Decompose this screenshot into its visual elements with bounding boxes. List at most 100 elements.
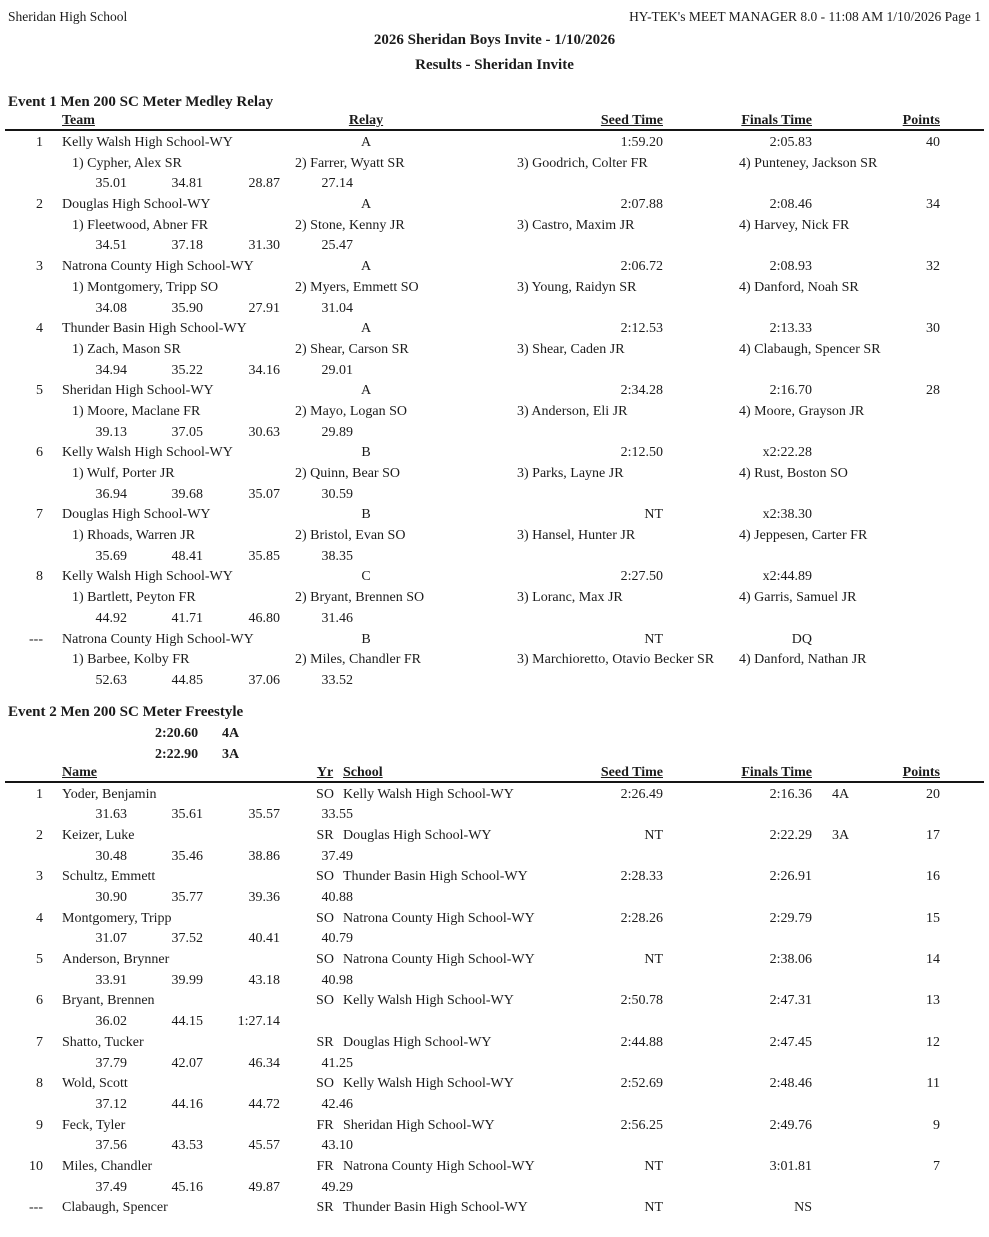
swimmer-3: 3) Young, Raidyn SR xyxy=(517,279,637,295)
team-cell: Natrona County High School-WY xyxy=(62,259,254,275)
swimmer-4: 4) Harvey, Nick FR xyxy=(739,217,850,233)
split-1: 34.94 xyxy=(95,362,128,378)
individual-splits-line: 37.79 42.07 46.34 41.25 xyxy=(0,1054,989,1075)
relay-swimmers-line: 1) Bartlett, Peyton FR 2) Bryant, Brenne… xyxy=(0,588,989,609)
points-cell: 12 xyxy=(926,1034,940,1050)
col-header-finals-time: Finals Time xyxy=(741,113,812,128)
swimmer-name-cell: Clabaugh, Spencer xyxy=(62,1200,168,1216)
split-4: 41.25 xyxy=(321,1055,354,1071)
swimmer-3: 3) Anderson, Eli JR xyxy=(517,403,628,419)
relay-swimmers-line: 1) Cypher, Alex SR 2) Farrer, Wyatt SR 3… xyxy=(0,154,989,175)
year-cell: SO xyxy=(316,952,334,968)
swimmer-4: 4) Rust, Boston SO xyxy=(739,466,848,481)
individual-result-entry: 10 Miles, Chandler FR Natrona County Hig… xyxy=(0,1157,989,1198)
individual-result-line: --- Clabaugh, Spencer SR Thunder Basin H… xyxy=(0,1198,989,1219)
event1-column-headers: Team Relay Seed Time Finals Time Points xyxy=(0,113,989,129)
rank-cell: 5 xyxy=(36,952,43,968)
points-cell: 34 xyxy=(926,197,940,213)
meet-title: 2026 Sheridan Boys Invite - 1/10/2026 xyxy=(373,32,616,48)
finals-time-cell: 2:38.06 xyxy=(769,952,812,968)
relay-splits-line: 35.69 48.41 35.85 38.35 xyxy=(0,547,989,568)
rank-cell: 6 xyxy=(36,993,43,1009)
seed-time-cell: 1:59.20 xyxy=(620,135,663,150)
team-cell: Sheridan High School-WY xyxy=(62,383,214,399)
swimmer-1: 1) Barbee, Kolby FR xyxy=(72,652,190,668)
split-3: 45.57 xyxy=(248,1138,281,1154)
individual-splits-line: 30.48 35.46 38.86 37.49 xyxy=(0,847,989,868)
relay-splits-line: 39.13 37.05 30.63 29.89 xyxy=(0,423,989,444)
col-header-relay: Relay xyxy=(348,113,384,128)
split-3: 39.36 xyxy=(248,890,281,905)
split-2: 39.68 xyxy=(171,486,204,502)
split-4: 37.49 xyxy=(321,848,354,864)
relay-letter-cell: B xyxy=(361,631,371,647)
individual-result-entry: --- Clabaugh, Spencer SR Thunder Basin H… xyxy=(0,1198,989,1219)
split-4: 27.14 xyxy=(321,176,354,192)
swimmer-4: 4) Clabaugh, Spencer SR xyxy=(739,341,881,357)
split-4: 43.10 xyxy=(321,1138,354,1154)
split-3: 43.18 xyxy=(248,972,281,988)
year-cell: FR xyxy=(316,1117,334,1133)
school-cell: Natrona County High School-WY xyxy=(343,952,535,968)
rank-cell: 2 xyxy=(36,197,43,213)
split-1: 35.69 xyxy=(95,548,128,564)
split-1: 30.90 xyxy=(95,890,128,905)
swimmer-4: 4) Jeppesen, Carter FR xyxy=(739,528,868,544)
year-cell: SO xyxy=(316,1076,334,1092)
finals-time-cell: 3:01.81 xyxy=(769,1158,812,1174)
finals-time-cell: DQ xyxy=(791,631,812,647)
rank-cell: 1 xyxy=(36,135,43,150)
swimmer-4: 4) Punteney, Jackson SR xyxy=(739,155,878,171)
report-subtitle: Results - Sheridan Invite xyxy=(415,57,574,73)
individual-result-entry: 8 Wold, Scott SO Kelly Walsh High School… xyxy=(0,1074,989,1115)
relay-swimmers-line: 1) Moore, Maclane FR 2) Mayo, Logan SO 3… xyxy=(0,402,989,423)
individual-splits-line: 37.12 44.16 44.72 42.46 xyxy=(0,1095,989,1116)
split-1: 37.49 xyxy=(95,1179,128,1195)
individual-result-line: 4 Montgomery, Tripp SO Natrona County Hi… xyxy=(0,909,989,930)
split-2: 37.18 xyxy=(171,238,204,254)
points-cell: 30 xyxy=(926,321,940,337)
finals-time-cell: 2:16.70 xyxy=(769,383,812,399)
split-2: 35.46 xyxy=(171,848,204,864)
col-header-seed-time: Seed Time xyxy=(600,764,663,780)
col-header-team: Team xyxy=(62,113,95,128)
relay-swimmers-line: 1) Montgomery, Tripp SO 2) Myers, Emmett… xyxy=(0,278,989,299)
rank-cell: 2 xyxy=(36,827,43,843)
individual-result-line: 1 Yoder, Benjamin SO Kelly Walsh High Sc… xyxy=(0,785,989,806)
individual-splits-line: 36.02 44.15 1:27.14 xyxy=(0,1012,989,1033)
finals-time-cell: 2:05.83 xyxy=(769,135,812,150)
swimmer-3: 3) Shear, Caden JR xyxy=(517,341,625,357)
swimmer-name-cell: Bryant, Brennen xyxy=(62,993,155,1009)
individual-splits-line: 30.90 35.77 39.36 40.88 xyxy=(0,888,989,909)
individual-result-entry: 9 Feck, Tyler FR Sheridan High School-WY… xyxy=(0,1116,989,1157)
event2-column-headers: Name Yr School Seed Time Finals Time Poi… xyxy=(0,765,989,781)
split-2: 44.16 xyxy=(171,1096,204,1112)
split-3: 35.07 xyxy=(248,486,281,502)
split-4: 25.47 xyxy=(321,238,354,254)
split-1: 39.13 xyxy=(95,424,128,440)
finals-time-cell: 2:29.79 xyxy=(769,910,812,926)
team-cell: Douglas High School-WY xyxy=(62,197,211,213)
seed-time-cell: 2:12.53 xyxy=(620,321,663,337)
split-1: 52.63 xyxy=(95,672,128,688)
year-cell: SR xyxy=(316,1200,334,1216)
relay-result-line: 3 Natrona County High School-WY A 2:06.7… xyxy=(0,257,989,278)
split-1: 34.51 xyxy=(95,238,128,254)
swimmer-name-cell: Yoder, Benjamin xyxy=(62,786,157,802)
split-4: 33.52 xyxy=(321,672,354,688)
seed-time-cell: 2:50.78 xyxy=(620,993,663,1009)
school-cell: Thunder Basin High School-WY xyxy=(343,869,528,885)
split-4: 49.29 xyxy=(321,1179,354,1195)
finals-time-cell: 2:49.76 xyxy=(769,1117,812,1133)
col-header-seed-time: Seed Time xyxy=(600,113,663,128)
split-2: 37.52 xyxy=(171,931,204,947)
relay-splits-line: 34.08 35.90 27.91 31.04 xyxy=(0,299,989,320)
team-cell: Thunder Basin High School-WY xyxy=(62,321,247,337)
standard-label: 4A xyxy=(222,725,240,741)
split-1: 37.79 xyxy=(95,1055,128,1071)
swimmer-name-cell: Montgomery, Tripp xyxy=(62,910,172,926)
split-1: 33.91 xyxy=(95,972,128,988)
split-3: 28.87 xyxy=(248,176,281,192)
seed-time-cell: 2:44.88 xyxy=(620,1034,663,1050)
swimmer-1: 1) Rhoads, Warren JR xyxy=(72,528,196,544)
